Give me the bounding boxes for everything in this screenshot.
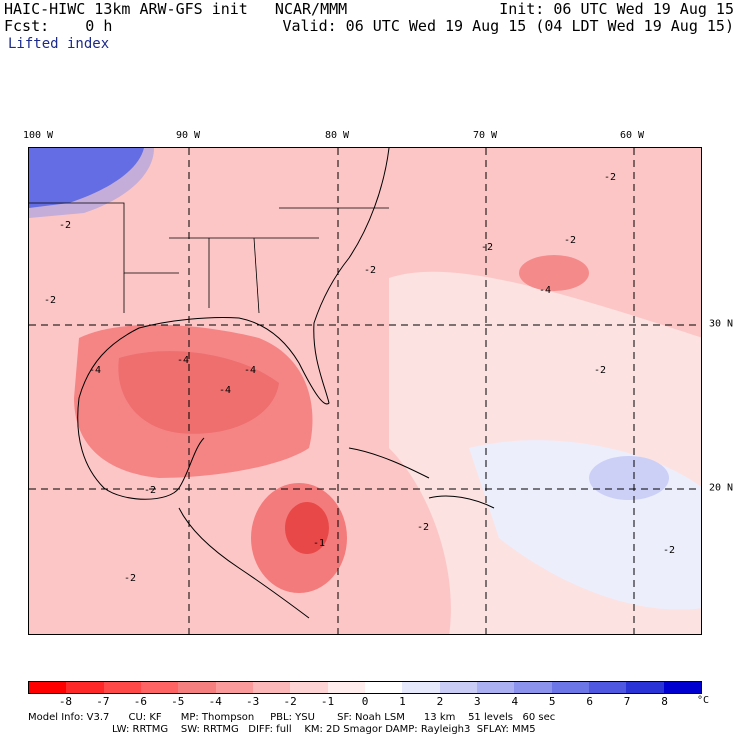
colorbar-tick-label: -4 [208, 695, 222, 708]
contour-label: -2 [481, 242, 493, 253]
colorbar [28, 681, 702, 694]
contour-label: -4 [539, 285, 551, 296]
contour-label: -2 [59, 220, 71, 231]
colorbar-tick-label: 7 [623, 695, 631, 708]
colorbar-segment [327, 682, 365, 693]
field-name: Lifted index [8, 36, 110, 52]
colorbar-tick-label: -5 [171, 695, 185, 708]
colorbar-segment [103, 682, 141, 693]
valid-time: Valid: 06 UTC Wed 19 Aug 15 (04 LDT Wed … [282, 17, 734, 35]
colorbar-tick-label: 3 [474, 695, 481, 708]
colorbar-segment [252, 682, 291, 693]
northwest-stable-halo [29, 148, 154, 218]
colorbar-tick-label: 5 [548, 695, 556, 708]
model-info-line2: LW: RRTMG SW: RRTMG DIFF: full KM: 2D Sm… [112, 724, 536, 735]
contour-label: -2 [44, 295, 56, 306]
lat-label-20n: 20 N [709, 482, 734, 494]
colorbar-tick-label: -7 [96, 695, 110, 708]
contour-labels: -2 -2 -2 -2 -2 -2 -2 -2 -2 -2 -2 -4 -4 -… [44, 172, 675, 584]
colorbar-tick-label: 1 [399, 695, 406, 708]
forecast-hour: Fcst: 0 h [4, 17, 113, 35]
contour-label: -4 [177, 355, 189, 366]
lat-lon-grid [29, 148, 701, 634]
contour-label: -2 [417, 522, 429, 533]
colorbar-segment [626, 682, 664, 693]
lon-label-80w: 80 W [324, 130, 350, 141]
colorbar-tick-label: 0 [361, 695, 369, 708]
colorbar-segment [290, 682, 328, 693]
atlantic-unstable-patch [519, 255, 589, 291]
colorbar-segment [140, 682, 179, 693]
colorbar-segment [551, 682, 589, 693]
contour-label: -4 [219, 385, 231, 396]
colorbar-segment [663, 682, 701, 693]
colorbar-segment [476, 682, 515, 693]
lon-label-100w: 100 W [22, 130, 54, 141]
colorbar-unit: °C [697, 695, 710, 706]
colorbar-tick-label: -2 [283, 695, 297, 708]
colorbar-tick-label: -6 [133, 695, 147, 708]
colorbar-segment [588, 682, 627, 693]
colorbar-segment [364, 682, 403, 693]
colorbar-tick-label: 6 [586, 695, 593, 708]
contour-label: -2 [594, 365, 606, 376]
contour-label: -2 [124, 573, 136, 584]
caribbean-unstable-core [285, 502, 329, 554]
contour-label: -1 [313, 538, 325, 549]
lat-label-30n: 30 N [709, 318, 734, 330]
model-info-line1: Model Info: V3.7 CU: KF MP: Thompson PBL… [28, 712, 556, 723]
lon-label-70w: 70 W [472, 130, 498, 141]
contour-label: -2 [144, 485, 156, 496]
lifted-index-map: -2 -2 -2 -2 -2 -2 -2 -2 -2 -2 -2 -4 -4 -… [28, 147, 702, 635]
colorbar-segment [439, 682, 477, 693]
colorbar-segment [66, 682, 104, 693]
gulf-unstable-core [118, 351, 279, 434]
stable-patch [589, 456, 669, 500]
contour-label: -2 [663, 545, 675, 556]
colorbar-tick-label: -8 [58, 695, 73, 708]
colorbar-tick-label: -3 [246, 695, 260, 708]
colorbar-segment [178, 682, 216, 693]
coastlines [77, 148, 495, 619]
contour-label: -4 [244, 365, 256, 376]
init-time: Init: 06 UTC Wed 19 Aug 15 [499, 0, 734, 18]
colorbar-segment [29, 682, 67, 693]
lon-label-90w: 90 W [175, 130, 201, 141]
contour-label: -2 [604, 172, 616, 183]
state-borders [29, 202, 389, 314]
lon-label-60w: 60 W [619, 130, 645, 141]
colorbar-segment [514, 682, 552, 693]
colorbar-segment [402, 682, 440, 693]
contour-label: -2 [564, 235, 576, 246]
contour-label: -2 [364, 265, 376, 276]
colorbar-ticks: -8 -7 -6 -5 -4 -3 -2 -1 0 1 2 3 4 5 6 7 8 [28, 695, 702, 708]
colorbar-tick-label: 8 [661, 695, 668, 708]
contour-label: -4 [89, 365, 101, 376]
colorbar-tick-label: 2 [436, 695, 444, 708]
map-canvas: -2 -2 -2 -2 -2 -2 -2 -2 -2 -2 -2 -4 -4 -… [29, 148, 701, 634]
colorbar-tick-label: -1 [320, 695, 335, 708]
colorbar-segment [215, 682, 253, 693]
colorbar-tick-label: 4 [511, 695, 519, 708]
plot-title: HAIC-HIWC 13km ARW-GFS init NCAR/MMM [4, 0, 348, 18]
